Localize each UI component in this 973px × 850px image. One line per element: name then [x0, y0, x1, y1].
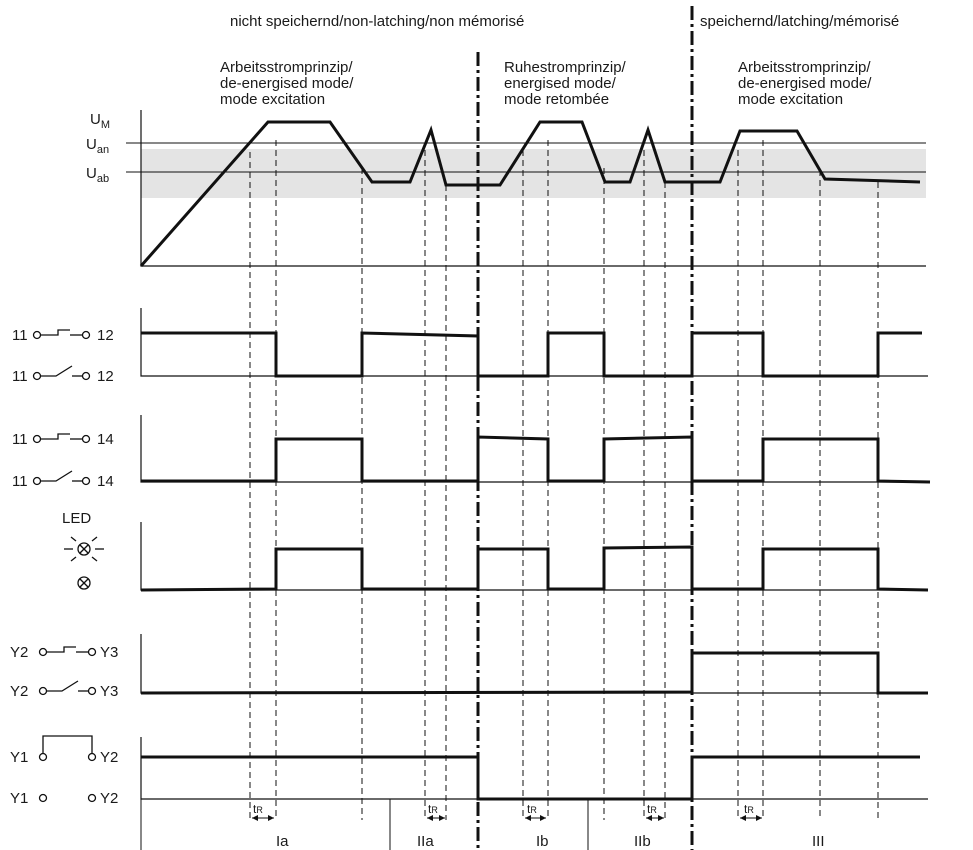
signal-y1-y2: [141, 755, 920, 801]
contact-no-symbol-icon: [32, 365, 91, 381]
mode-3-line-1: Arbeitsstromprinzip/: [738, 59, 871, 76]
signal-y2-y3: [140, 651, 928, 695]
label-y2y3-no-right: Y3: [100, 683, 118, 700]
mode-1-line-1: Arbeitsstromprinzip/: [220, 59, 353, 76]
label-11-12-no-left: 11: [12, 368, 28, 385]
mode-1-line-2: de-energised mode/: [220, 75, 354, 92]
contact-no-symbol-icon: [38, 680, 97, 696]
svg-text:tR: tR: [527, 802, 537, 816]
label-11-12-nc-left: 11: [12, 327, 28, 344]
label-y2y3-nc-left: Y2: [10, 644, 28, 661]
axis-led: [140, 522, 928, 591]
axis-11-12: [140, 308, 928, 377]
mode-description-1: Arbeitsstromprinzip/ de-energised mode/ …: [220, 59, 354, 108]
mode-2-line-2: energised mode/: [504, 75, 617, 92]
delay-marker-5: tR: [740, 802, 762, 821]
label-y1y2-bridged-left: Y1: [10, 749, 28, 766]
mode-2-line-3: mode retombée: [504, 91, 609, 108]
contact-no-symbol-icon: [32, 470, 91, 486]
led-label: LED: [62, 510, 91, 527]
label-11-14-no-left: 11: [12, 473, 28, 490]
section-label-iib: IIb: [634, 833, 651, 850]
section-label-iia: IIa: [417, 833, 434, 850]
section-label-iii: III: [812, 833, 825, 850]
label-y1y2-open-right: Y2: [100, 790, 118, 807]
header-non-latching: nicht speichernd/non-latching/non mémori…: [230, 13, 524, 30]
mode-description-2: Ruhestromprinzip/ energised mode/ mode r…: [504, 59, 627, 108]
axis-11-14: [140, 415, 928, 483]
mode-1-line-3: mode excitation: [220, 91, 325, 108]
voltage-curve: [139, 120, 921, 267]
contact-nc-symbol-icon: [32, 329, 91, 340]
mode-2-line-1: Ruhestromprinzip/: [504, 59, 627, 76]
um-label: UM: [90, 111, 110, 131]
svg-text:tR: tR: [428, 802, 438, 816]
header-latching: speichernd/latching/mémorisé: [700, 13, 899, 30]
hysteresis-band: [141, 149, 926, 198]
delay-marker-3: tR: [525, 802, 546, 821]
section-label-ia: Ia: [276, 833, 289, 850]
uab-label: Uab: [86, 165, 109, 185]
svg-text:tR: tR: [744, 802, 754, 816]
label-11-14-nc-left: 11: [12, 431, 28, 448]
label-11-12-no-right: 12: [97, 368, 114, 385]
axis-y2-y3: [140, 634, 928, 694]
svg-text:tR: tR: [647, 802, 657, 816]
svg-text:tR: tR: [253, 802, 263, 816]
delay-marker-1: tR: [252, 802, 274, 821]
bridge-jumper-icon: [38, 735, 97, 762]
delay-marker-4: tR: [646, 802, 664, 821]
mode-3-line-3: mode excitation: [738, 91, 843, 108]
label-y1y2-bridged-right: Y2: [100, 749, 118, 766]
led-on-icon: [64, 536, 104, 562]
axis-y1-y2: [140, 737, 928, 800]
contact-nc-symbol-icon: [38, 646, 97, 657]
signal-11-14: [141, 435, 931, 484]
led-off-icon: [77, 576, 91, 590]
mode-3-line-2: de-energised mode/: [738, 75, 872, 92]
label-y2y3-no-left: Y2: [10, 683, 28, 700]
section-label-ib: Ib: [536, 833, 549, 850]
signal-led: [140, 545, 929, 592]
contact-nc-symbol-icon: [32, 433, 91, 444]
label-y1y2-open-left: Y1: [10, 790, 28, 807]
uan-label: Uan: [86, 136, 109, 156]
label-11-14-nc-right: 14: [97, 431, 114, 448]
open-terminals-icon: [38, 793, 97, 803]
delay-marker-2: tR: [427, 802, 445, 821]
label-y2y3-nc-right: Y3: [100, 644, 118, 661]
signal-11-12: [141, 331, 922, 378]
mode-description-3: Arbeitsstromprinzip/ de-energised mode/ …: [738, 59, 872, 108]
label-11-14-no-right: 14: [97, 473, 114, 490]
label-11-12-nc-right: 12: [97, 327, 114, 344]
